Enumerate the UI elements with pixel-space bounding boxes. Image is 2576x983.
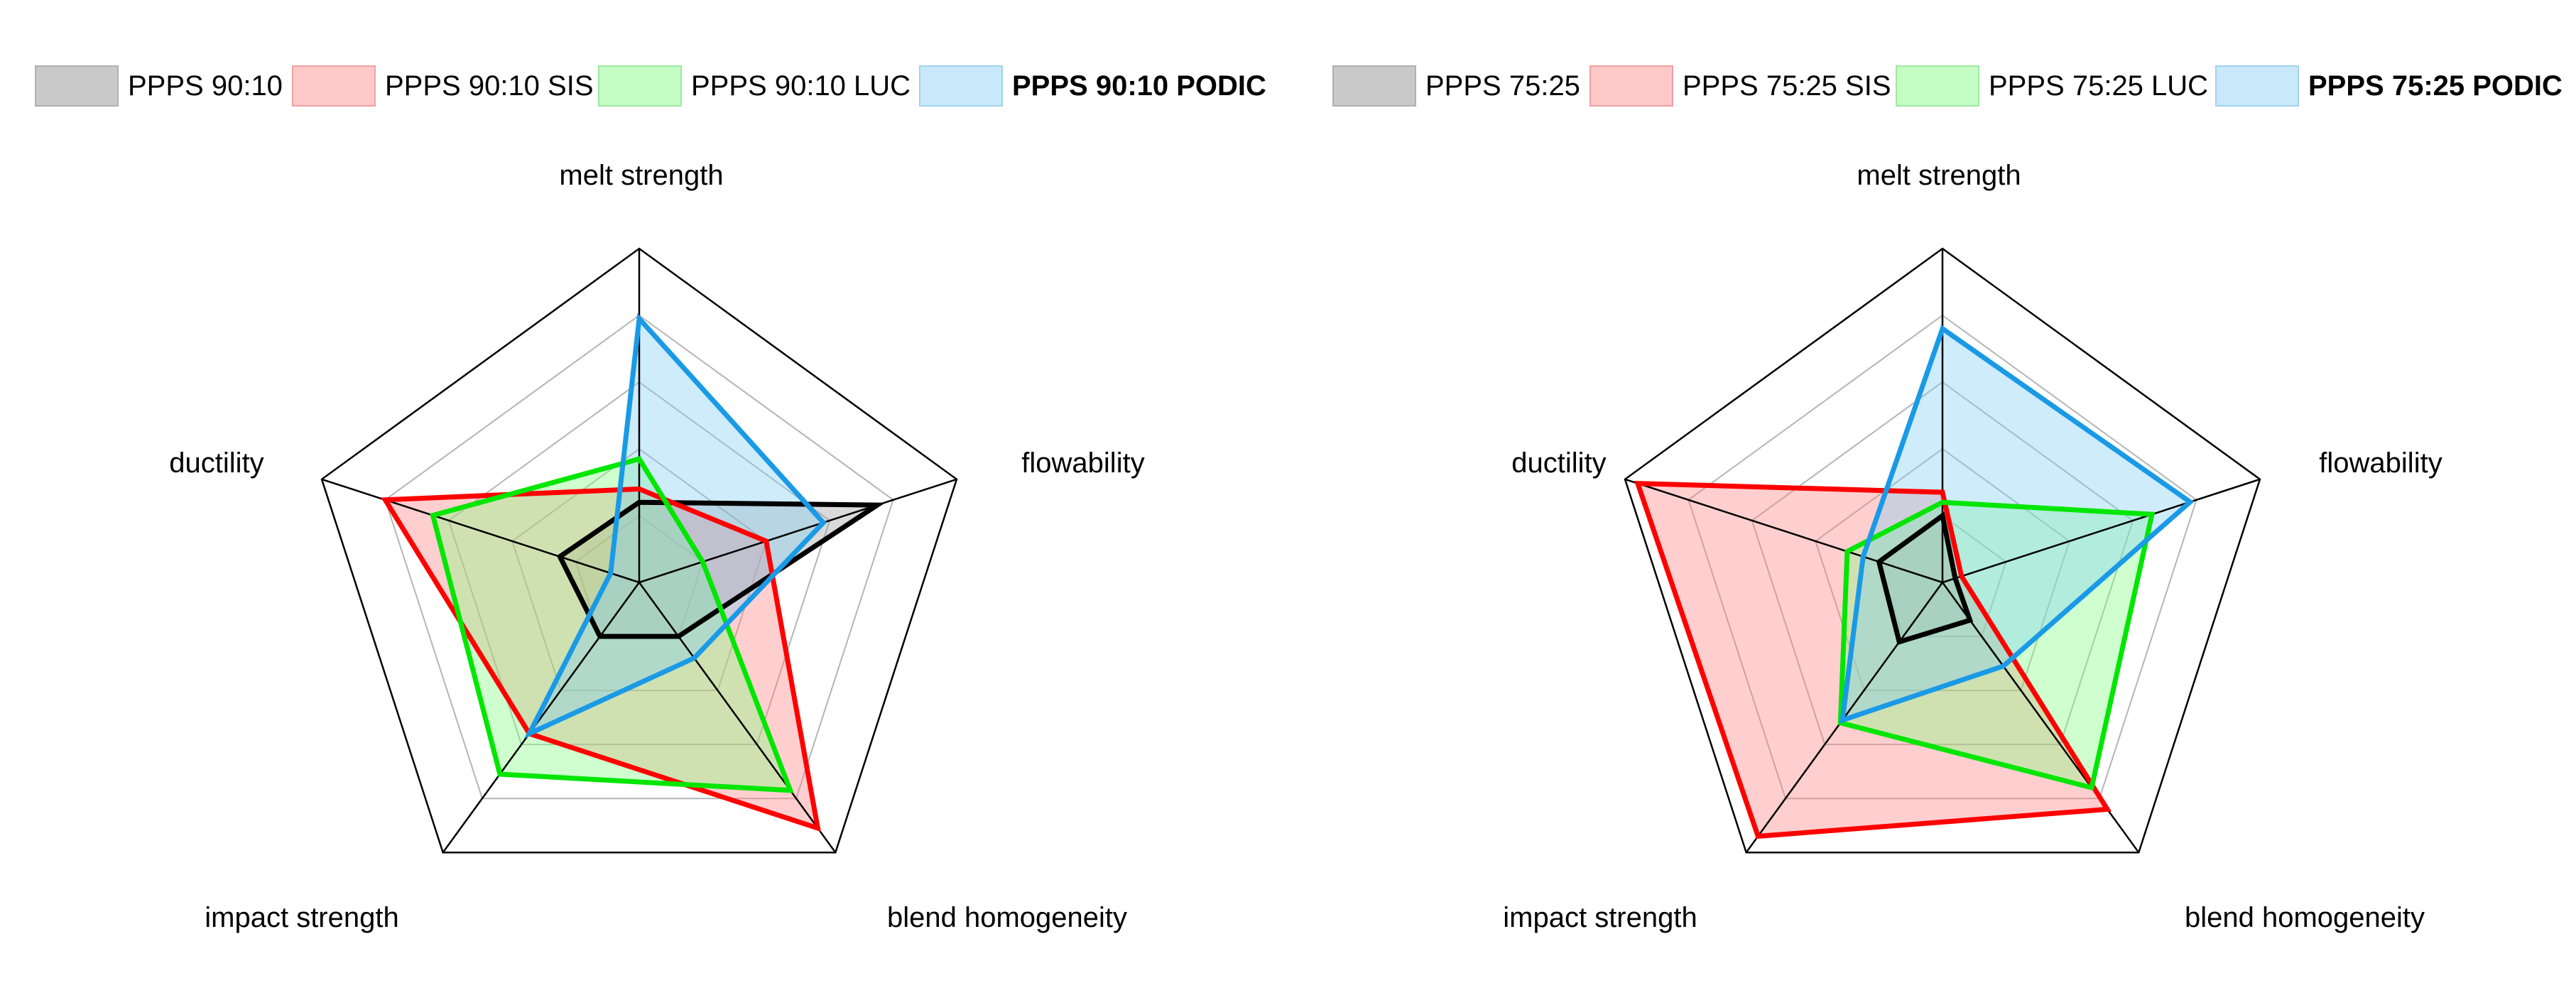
radar-chart-left: PPPS 90:10 PPPS 90:10 SIS PPPS 90:10 LUC… (35, 65, 1266, 933)
series-line (1837, 499, 2156, 791)
legend-right: PPPS 75:25 PPPS 75:25 SIS PPPS 75:25 LUC… (1332, 65, 2563, 107)
series-area (433, 459, 790, 791)
axis-label-ductility: ductility (169, 447, 263, 479)
legend-swatch (1589, 65, 1673, 107)
series-area (529, 318, 824, 734)
legend-left: PPPS 90:10 PPPS 90:10 SIS PPPS 90:10 LUC… (35, 65, 1266, 107)
legend-label: PPPS 90:10 LUC (691, 70, 911, 102)
legend-label: PPPS 90:10 (128, 70, 283, 102)
grid-ring (511, 447, 767, 692)
axis-spoke (321, 478, 640, 584)
axis-label-impact-strength: impact strength (1503, 902, 1697, 933)
axis-label-impact-strength: impact strength (205, 902, 398, 933)
axis-label-ductility: ductility (1511, 447, 1606, 479)
radar-chart-right: PPPS 75:25 PPPS 75:25 SIS PPPS 75:25 LUC… (1332, 65, 2563, 933)
axis-spoke (638, 478, 957, 584)
legend-label: PPPS 75:25 (1425, 70, 1580, 102)
grid-ring (384, 314, 894, 800)
plot-area-left (320, 247, 958, 854)
legend-label: PPPS 90:10 SIS (385, 70, 594, 102)
legend-label: PPPS 75:25 PODIC (2308, 70, 2563, 102)
series-line (381, 486, 821, 832)
series-line (430, 456, 794, 793)
axis-label-melt-strength: melt strength (559, 160, 723, 191)
axis-label-flowability: flowability (1021, 447, 1144, 479)
legend-swatch (2215, 65, 2299, 107)
axis-spoke (638, 582, 837, 853)
grid-ring (1815, 447, 2070, 692)
legend-swatch (598, 65, 682, 107)
axis-label-blend-homogeneity: blend homogeneity (2185, 902, 2425, 933)
series-area (1842, 328, 2190, 720)
axis-spoke (1942, 478, 2261, 584)
outer-ring (320, 247, 958, 854)
legend-swatch (292, 65, 376, 107)
legend-label: PPPS 75:25 SIS (1683, 70, 1891, 102)
series-line (556, 499, 886, 639)
legend-swatch (919, 65, 1003, 107)
plot-area-right (1624, 247, 2261, 854)
axis-label-flowability: flowability (2319, 447, 2442, 479)
legend-swatch (1332, 65, 1416, 107)
series-line (1876, 511, 1974, 646)
axis-spoke (442, 582, 641, 853)
series-area (1637, 483, 2108, 837)
series-line (1634, 480, 2112, 840)
axis-spoke (1624, 478, 1943, 584)
series-line (523, 313, 827, 739)
grid-ring (1751, 381, 2134, 746)
legend-label: PPPS 75:25 LUC (1989, 70, 2208, 102)
grid-ring (1688, 314, 2197, 800)
series-line (1839, 325, 2195, 724)
outer-ring (1624, 247, 2261, 854)
legend-swatch (35, 65, 119, 107)
axis-label-blend-homogeneity: blend homogeneity (887, 902, 1127, 933)
axis-label-melt-strength: melt strength (1857, 160, 2021, 191)
legend-swatch (1896, 65, 1979, 107)
legend-label: PPPS 90:10 PODIC (1012, 70, 1266, 102)
